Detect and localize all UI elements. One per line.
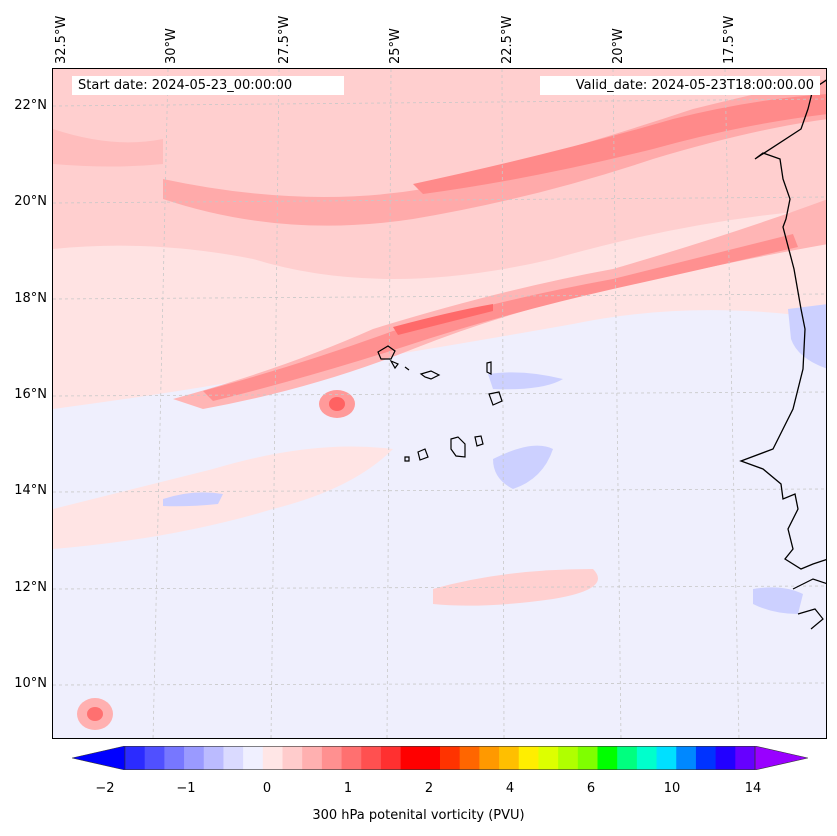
pv-band-upper-core (413, 94, 826, 194)
pv-max-sw-core (87, 707, 103, 721)
cbar-segment (125, 746, 146, 770)
cbar-segment (440, 746, 461, 770)
graticule (53, 69, 826, 738)
cbar-tick-4: 4 (505, 781, 515, 796)
cbar-segment (636, 746, 658, 770)
lat-label-22n: 22°N (14, 98, 47, 113)
cbar-segment (223, 746, 244, 770)
lat-label-16n: 16°N (14, 387, 47, 402)
pv-contour-mid-north (53, 69, 826, 279)
pv-max-near-16n-core (329, 397, 345, 411)
cbar-segment (518, 746, 539, 770)
pv-low-patch-south (753, 587, 803, 614)
cbar-extend-low (72, 746, 126, 770)
lat-label-10n: 10°N (14, 676, 47, 691)
cbar-segment (617, 746, 638, 770)
coastline (739, 79, 826, 570)
valid-date-label: Valid_date: 2024-05-23T18:00:00.00 (540, 76, 820, 95)
colorbar (72, 746, 808, 770)
lon-label-17-5w: 17.5°W (722, 15, 737, 64)
cbar-segment (282, 746, 303, 770)
cbar-segment (676, 746, 697, 770)
lon-label-30w: 30°W (164, 28, 179, 64)
cbar-segment (203, 746, 224, 770)
cbar-segment (459, 746, 480, 770)
map-panel[interactable] (52, 68, 827, 739)
colorbar-title: 300 hPa potenital vorticity (PVU) (312, 808, 525, 823)
cbar-tick-0: 0 (262, 781, 272, 796)
cbar-tick-minus2: −2 (95, 781, 115, 796)
cbar-segment (262, 746, 283, 770)
cbar-segment (184, 746, 205, 770)
cbar-segment (341, 746, 362, 770)
cbar-segment (420, 746, 441, 770)
start-date-label: Start date: 2024-05-23_00:00:00 (72, 76, 344, 95)
cbar-segment (538, 746, 559, 770)
lon-label-20w: 20°W (611, 28, 626, 64)
pv-ridge-inner (203, 234, 798, 401)
coastline-south (792, 578, 826, 590)
lat-label-20n: 20°N (14, 194, 47, 209)
pv-field-map (53, 69, 826, 738)
cbar-segment (479, 746, 500, 770)
cbar-tick-2: 2 (424, 781, 434, 796)
cbar-tick-1: 1 (343, 781, 353, 796)
pv-light-mid (53, 446, 393, 549)
cbar-segment (735, 746, 756, 770)
lon-label-27-5w: 27.5°W (277, 15, 292, 64)
coastline-islands-south (797, 608, 824, 630)
cbar-segment (144, 746, 165, 770)
pv-low-patch-islands (488, 372, 563, 390)
cbar-segment (715, 746, 736, 770)
cbar-segment (400, 746, 421, 770)
lat-label-14n: 14°N (14, 483, 47, 498)
cbar-segment (164, 746, 185, 770)
lon-label-22-5w: 22.5°W (500, 15, 515, 64)
cbar-segment (321, 746, 343, 770)
cbar-tick-14: 14 (744, 781, 762, 796)
cbar-tick-6: 6 (586, 781, 596, 796)
cbar-segment (499, 746, 520, 770)
pv-low-patch-coast (788, 304, 826, 369)
cbar-segment (243, 746, 264, 770)
pv-ridge-core (393, 304, 493, 335)
pv-low-patch-central (493, 445, 553, 489)
cbar-segment (695, 746, 717, 770)
cabo-verde-islands (377, 345, 503, 462)
cbar-segment (302, 746, 323, 770)
cbar-tick-minus1: −1 (176, 781, 196, 796)
pv-low-patch-west (163, 492, 223, 507)
cbar-segment (656, 746, 677, 770)
cbar-border (124, 746, 756, 770)
cbar-tick-10: 10 (663, 781, 681, 796)
lat-label-18n: 18°N (14, 291, 47, 306)
cbar-segment (361, 746, 382, 770)
pv-band-west (53, 129, 163, 167)
cbar-segment (577, 746, 598, 770)
lon-label-32-5w: 32.5°W (54, 15, 69, 64)
cbar-segment (558, 746, 579, 770)
cbar-segment (380, 746, 402, 770)
lat-label-12n: 12°N (14, 580, 47, 595)
lon-label-25w: 25°W (388, 28, 403, 64)
cbar-extend-high (754, 746, 808, 770)
cbar-segment (597, 746, 618, 770)
